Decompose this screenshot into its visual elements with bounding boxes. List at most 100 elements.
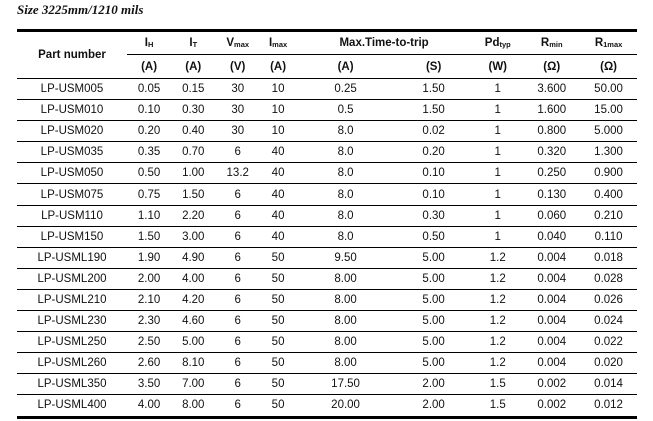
- header-unit: (A): [141, 60, 158, 73]
- value-cell: 5.00: [395, 352, 473, 374]
- value-cell: 50: [260, 331, 297, 353]
- value-cell: 1.50: [395, 99, 473, 121]
- value-cell: 0.30: [395, 204, 473, 227]
- value-cell: 6: [215, 394, 261, 417]
- table-row: LP-USML400 4.00 8.00 6 50 20.00 2.00 1.5 0.002 0.…: [17, 394, 637, 417]
- value-cell: 8.0: [296, 162, 396, 184]
- header-symbol-text: Max.Time-to-trip: [339, 37, 429, 49]
- header-symbol-text: R: [540, 37, 550, 49]
- part-number-cell: LP-USML200: [17, 267, 127, 290]
- value-cell: 1: [472, 204, 524, 227]
- header-symbol: Pdtyp: [472, 30, 524, 55]
- table-row: LP-USML350 3.50 7.00 6 50 17.50 2.00 1.5 0.002 0.…: [17, 373, 637, 395]
- value-cell: 1: [472, 225, 524, 248]
- value-cell: 4.60: [171, 310, 216, 332]
- header-subscript: T: [192, 40, 198, 49]
- value-cell: 4.00: [127, 394, 172, 417]
- value-cell: 1.600: [523, 99, 581, 121]
- value-cell: 50: [260, 373, 297, 395]
- part-number-cell: LP-USML400: [17, 394, 127, 417]
- value-cell: 0.20: [395, 141, 473, 163]
- value-cell: 40: [260, 141, 297, 163]
- value-cell: 0.40: [171, 120, 216, 142]
- value-cell: 4.90: [171, 246, 216, 269]
- value-cell: 50: [260, 246, 297, 269]
- header-subscript: max: [234, 40, 250, 49]
- value-cell: 1.10: [127, 204, 172, 227]
- value-cell: 50: [260, 267, 297, 290]
- part-number-cell: LP-USML250: [17, 331, 127, 353]
- table-row: LP-USM010 0.10 0.30 30 10 0.5 1.50 1 1.600 15.00: [17, 99, 637, 121]
- value-cell: 15.00: [580, 99, 637, 121]
- value-cell: 30: [215, 77, 261, 100]
- table-row: LP-USM020 0.20 0.40 30 10 8.0 0.02 1 0.800 5.000: [17, 120, 637, 142]
- value-cell: 8.10: [171, 352, 216, 374]
- value-cell: 0.320: [523, 141, 581, 163]
- header-symbol: R1max: [580, 30, 637, 55]
- table-row: LP-USM035 0.35 0.70 6 40 8.0 0.20 1 0.320 1.300: [17, 141, 637, 163]
- value-cell: 5.00: [395, 246, 473, 269]
- part-number-cell: LP-USM010: [17, 99, 127, 121]
- value-cell: 3.00: [171, 225, 216, 248]
- value-cell: 1.50: [127, 225, 172, 248]
- value-cell: 50: [260, 394, 297, 417]
- header-subscript: H: [147, 40, 154, 49]
- header-symbol-text: Pd: [484, 37, 500, 49]
- table-row: LP-USML250 2.50 5.00 6 50 8.00 5.00 1.2 0.004 0.0…: [17, 331, 637, 353]
- part-number-cell: LP-USM035: [17, 141, 127, 163]
- value-cell: 4.00: [171, 267, 216, 290]
- header-symbol: Rmin: [523, 30, 581, 55]
- value-cell: 6: [215, 331, 261, 353]
- value-cell: 8.0: [296, 120, 396, 142]
- value-cell: 0.35: [127, 141, 172, 163]
- value-cell: 1.2: [472, 352, 524, 374]
- value-cell: 5.000: [580, 120, 637, 142]
- table-row: LP-USML260 2.60 8.10 6 50 8.00 5.00 1.2 0.004 0.0…: [17, 352, 637, 374]
- value-cell: 50: [260, 352, 297, 374]
- header-symbol-text: V: [226, 37, 235, 49]
- value-cell: 4.20: [171, 288, 216, 311]
- header-symbol: Vmax: [215, 30, 261, 55]
- value-cell: 1: [472, 183, 524, 206]
- value-cell: 0.210: [580, 204, 637, 227]
- table-row: LP-USM150 1.50 3.00 6 40 8.0 0.50 1 0.040 0.110: [17, 225, 637, 248]
- header-part-number: Part number: [38, 49, 106, 61]
- value-cell: 1: [472, 99, 524, 121]
- value-cell: 1.5: [472, 394, 524, 417]
- value-cell: 0.060: [523, 204, 581, 227]
- value-cell: 0.024: [580, 310, 637, 332]
- value-cell: 8.00: [171, 394, 216, 417]
- part-number-cell: LP-USML210: [17, 288, 127, 311]
- value-cell: 30: [215, 99, 261, 121]
- value-cell: 50.00: [580, 77, 637, 100]
- value-cell: 8.00: [296, 352, 396, 374]
- value-cell: 0.10: [395, 162, 473, 184]
- value-cell: 0.15: [171, 77, 216, 100]
- value-cell: 0.026: [580, 288, 637, 311]
- table-row: LP-USML230 2.30 4.60 6 50 8.00 5.00 1.2 0.004 0.0…: [17, 310, 637, 332]
- table-row: LP-USM075 0.75 1.50 6 40 8.0 0.10 1 0.130 0.400: [17, 183, 637, 206]
- value-cell: 8.0: [296, 141, 396, 163]
- value-cell: 5.00: [395, 331, 473, 353]
- value-cell: 5.00: [395, 288, 473, 311]
- value-cell: 5.00: [171, 331, 216, 353]
- value-cell: 1.50: [395, 77, 473, 100]
- part-number-cell: LP-USM075: [17, 183, 127, 206]
- value-cell: 8.00: [296, 267, 396, 290]
- spec-table: Part number IH IT Vmax Imax Max.Time-to-trip…: [17, 29, 637, 419]
- value-cell: 8.00: [296, 310, 396, 332]
- header-unit: (S): [425, 60, 442, 73]
- value-cell: 0.10: [127, 99, 172, 121]
- value-cell: 0.20: [127, 120, 172, 142]
- value-cell: 0.014: [580, 373, 637, 395]
- value-cell: 2.00: [395, 373, 473, 395]
- value-cell: 6: [215, 225, 261, 248]
- value-cell: 0.30: [171, 99, 216, 121]
- value-cell: 0.5: [296, 99, 396, 121]
- header-symbol-text: I: [268, 37, 273, 49]
- value-cell: 2.60: [127, 352, 172, 374]
- value-cell: 0.040: [523, 225, 581, 248]
- value-cell: 1.5: [472, 373, 524, 395]
- value-cell: 0.50: [395, 225, 473, 248]
- header-symbol: IT: [171, 30, 216, 55]
